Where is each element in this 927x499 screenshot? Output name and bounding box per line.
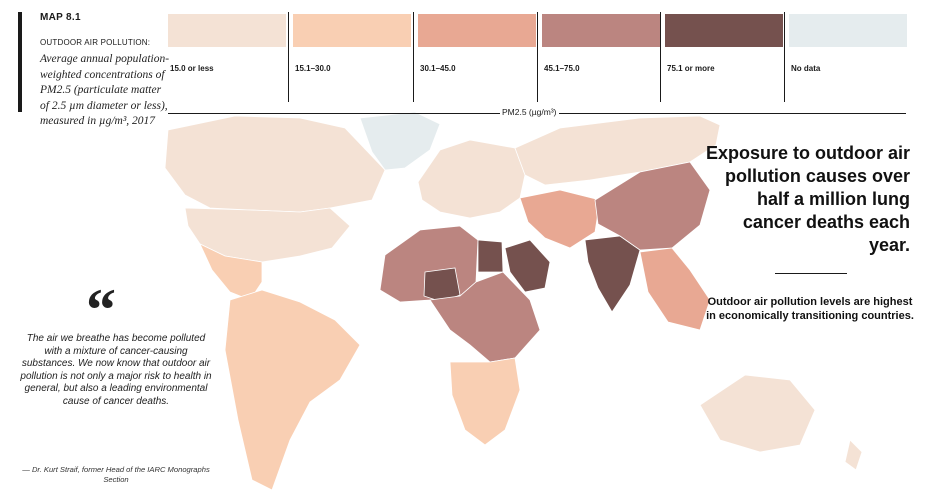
map-subtitle: OUTDOOR AIR POLLUTION: <box>40 38 151 47</box>
legend-item: 75.1 or more <box>660 12 783 102</box>
region-saudi-arabia <box>504 239 551 293</box>
region-middle-east <box>519 189 601 249</box>
quote-text: The air we breathe has become polluted w… <box>20 333 212 407</box>
callout-headline: Exposure to outdoor air pollution causes… <box>705 143 910 255</box>
callout-subhead: Outdoor air pollution levels are highest… <box>706 296 914 322</box>
callout-divider <box>775 273 847 274</box>
region-central-africa <box>429 271 541 363</box>
legend-swatch <box>293 14 411 47</box>
legend-swatch <box>418 14 536 47</box>
legend-label: 30.1–45.0 <box>420 64 456 73</box>
legend-item: 30.1–45.0 <box>413 12 536 102</box>
legend: 15.0 or less 15.1–30.0 30.1–45.0 45.1–75… <box>168 12 907 102</box>
legend-label: 45.1–75.0 <box>544 64 580 73</box>
region-mexico <box>199 243 263 301</box>
legend-swatch <box>542 14 660 47</box>
side-accent-bar <box>18 12 22 112</box>
region-greenland <box>359 111 441 171</box>
region-southeast-asia <box>639 247 711 331</box>
region-new-zealand <box>844 439 863 471</box>
legend-item: 15.1–30.0 <box>288 12 411 102</box>
region-usa <box>184 207 351 263</box>
legend-swatch <box>168 14 286 47</box>
quote-mark-icon: “ <box>86 277 116 343</box>
legend-swatch <box>665 14 783 47</box>
legend-item: 15.0 or less <box>168 12 286 102</box>
quote-attribution: — Dr. Kurt Straif, former Head of the IA… <box>22 465 210 484</box>
legend-label: 15.0 or less <box>170 64 214 73</box>
region-south-america <box>224 289 361 491</box>
region-canada <box>164 115 386 213</box>
map-description: Average annual population-weighted conce… <box>40 53 170 127</box>
region-china <box>594 161 711 251</box>
region-russia <box>514 115 721 186</box>
legend-axis-label: PM2.5 (µg/m³) <box>500 107 559 117</box>
region-egypt <box>477 239 504 273</box>
legend-label: 75.1 or more <box>667 64 715 73</box>
legend-label: No data <box>791 64 821 73</box>
legend-swatch <box>789 14 907 47</box>
region-india <box>584 235 641 313</box>
region-australia <box>699 374 816 453</box>
map-label: MAP 8.1 <box>40 12 81 23</box>
region-southern-africa <box>449 357 521 446</box>
legend-item: No data <box>784 12 907 102</box>
legend-label: 15.1–30.0 <box>295 64 331 73</box>
legend-item: 45.1–75.0 <box>537 12 660 102</box>
region-europe <box>417 139 526 219</box>
